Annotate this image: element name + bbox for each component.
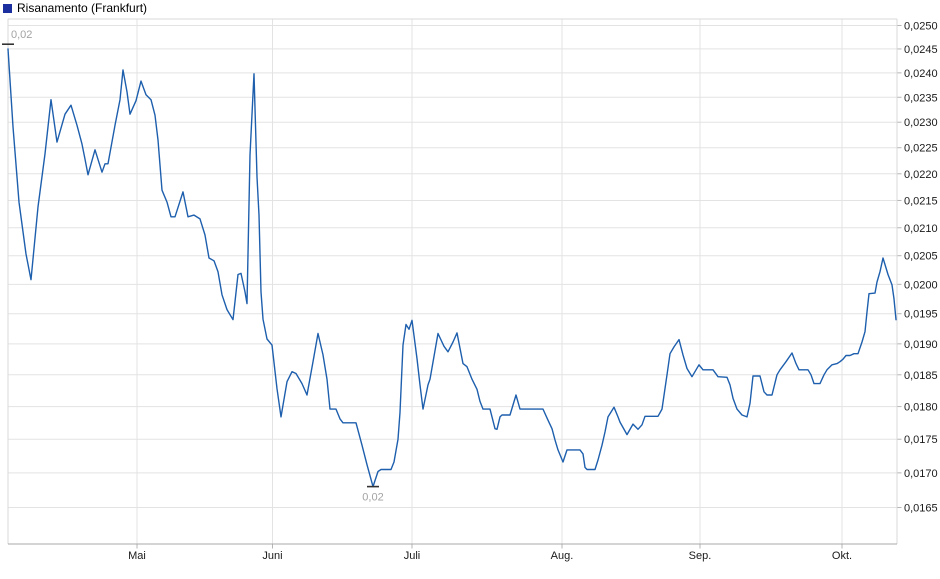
high-marker-label: 0,02: [11, 29, 32, 41]
x-axis-month-label: Mai: [128, 550, 146, 562]
x-axis-month-label: Okt.: [832, 550, 852, 562]
y-axis-tick-label: 0,0170: [904, 468, 938, 480]
y-axis-tick-label: 0,0215: [904, 195, 938, 207]
x-axis-month-label: Juli: [404, 550, 421, 562]
y-axis-tick-label: 0,0190: [904, 339, 938, 351]
y-axis-tick-label: 0,0175: [904, 434, 938, 446]
x-axis-month-label: Aug.: [551, 550, 574, 562]
x-axis-month-label: Juni: [262, 550, 282, 562]
y-axis-tick-label: 0,0210: [904, 223, 938, 235]
y-axis-tick-label: 0,0200: [904, 279, 938, 291]
price-line: [7, 48, 897, 488]
low-marker-label: 0,02: [362, 492, 383, 504]
y-axis-tick-label: 0,0240: [904, 68, 938, 80]
legend: Risanamento (Frankfurt): [3, 2, 147, 15]
y-axis-tick-label: 0,0230: [904, 117, 938, 129]
y-axis-tick-label: 0,0205: [904, 251, 938, 263]
y-axis-tick-label: 0,0220: [904, 169, 938, 181]
y-axis-tick-label: 0,0195: [904, 309, 938, 321]
y-axis-tick-label: 0,0185: [904, 370, 938, 382]
legend-title: Risanamento (Frankfurt): [17, 1, 148, 15]
y-axis-tick-label: 0,0180: [904, 402, 938, 414]
y-axis-tick-label: 0,0235: [904, 92, 938, 104]
y-axis-tick-label: 0,0225: [904, 143, 938, 155]
legend-color-swatch: [3, 4, 12, 13]
y-axis-tick-label: 0,0245: [904, 44, 938, 56]
y-axis-tick-label: 0,0250: [904, 21, 938, 33]
x-axis-month-label: Sep.: [689, 550, 712, 562]
y-axis-tick-label: 0,0165: [904, 503, 938, 515]
